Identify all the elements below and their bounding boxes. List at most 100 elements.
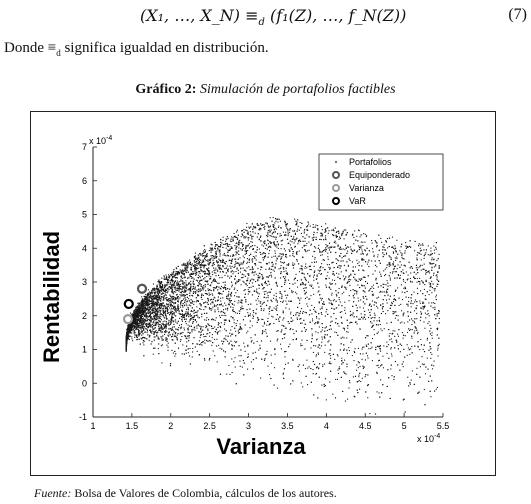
portfolio-point	[354, 348, 356, 350]
portfolio-point	[149, 293, 152, 295]
portfolio-point	[362, 307, 365, 309]
portfolio-point	[263, 308, 265, 310]
portfolio-point	[359, 236, 361, 238]
portfolio-point	[247, 244, 249, 246]
portfolio-point	[236, 341, 238, 343]
portfolio-point	[356, 259, 358, 261]
portfolio-point	[270, 229, 272, 231]
portfolio-point	[261, 318, 263, 320]
portfolio-point	[438, 310, 440, 312]
portfolio-point	[363, 297, 365, 299]
portfolio-point	[157, 291, 159, 293]
portfolio-point	[400, 310, 403, 312]
portfolio-point	[336, 231, 338, 233]
portfolio-point	[167, 342, 169, 344]
portfolio-point	[403, 272, 405, 275]
portfolio-point	[143, 320, 145, 322]
portfolio-point	[173, 323, 175, 325]
portfolio-point	[215, 267, 217, 269]
portfolio-point	[161, 302, 163, 304]
portfolio-point	[133, 328, 135, 330]
portfolio-point	[313, 251, 315, 253]
portfolio-point	[308, 298, 310, 300]
portfolio-point	[389, 285, 391, 287]
portfolio-point	[299, 221, 301, 223]
portfolio-point	[328, 249, 331, 251]
portfolio-point	[303, 276, 305, 278]
portfolio-point	[240, 248, 242, 250]
portfolio-point	[152, 326, 154, 328]
portfolio-point	[414, 278, 416, 280]
portfolio-point	[284, 333, 286, 335]
portfolio-point	[137, 332, 140, 334]
portfolio-point	[139, 305, 141, 308]
portfolio-point	[186, 313, 189, 315]
portfolio-point	[178, 290, 180, 292]
portfolio-point	[394, 311, 396, 313]
portfolio-point	[300, 267, 302, 269]
portfolio-point	[206, 273, 208, 275]
portfolio-point	[265, 255, 267, 257]
portfolio-point	[322, 267, 324, 269]
portfolio-point	[195, 279, 197, 281]
portfolio-point	[164, 293, 166, 295]
portfolio-point	[327, 232, 329, 234]
portfolio-point	[143, 311, 145, 313]
portfolio-point	[380, 304, 382, 306]
portfolio-point	[205, 260, 207, 262]
portfolio-point	[335, 262, 338, 265]
portfolio-point	[395, 259, 397, 261]
portfolio-point	[341, 311, 343, 313]
portfolio-point	[163, 286, 166, 288]
portfolio-point	[156, 294, 158, 296]
portfolio-point	[131, 338, 133, 340]
portfolio-point	[238, 312, 241, 315]
portfolio-point	[252, 271, 254, 273]
portfolio-point	[281, 244, 283, 246]
portfolio-point	[346, 366, 348, 368]
portfolio-point	[277, 243, 279, 245]
portfolio-point	[373, 334, 375, 336]
portfolio-point	[131, 336, 133, 338]
portfolio-point	[243, 236, 245, 238]
portfolio-point	[208, 275, 210, 277]
portfolio-point	[234, 366, 236, 368]
portfolio-point	[385, 240, 387, 242]
portfolio-point	[287, 235, 289, 237]
portfolio-point	[211, 301, 213, 303]
portfolio-point	[154, 347, 156, 349]
portfolio-point	[208, 340, 210, 342]
portfolio-point	[135, 334, 137, 336]
portfolio-point	[186, 338, 188, 340]
portfolio-point	[324, 385, 327, 387]
portfolio-point	[376, 320, 378, 322]
portfolio-point	[179, 285, 181, 287]
portfolio-point	[425, 279, 427, 281]
portfolio-point	[391, 355, 393, 357]
portfolio-point	[361, 251, 363, 253]
portfolio-point	[225, 304, 227, 306]
portfolio-point	[434, 306, 436, 308]
portfolio-point	[288, 279, 290, 281]
portfolio-point	[254, 256, 256, 258]
portfolio-point	[239, 242, 241, 244]
portfolio-point	[342, 327, 344, 329]
portfolio-point	[350, 274, 352, 276]
portfolio-point	[356, 364, 358, 366]
portfolio-point	[165, 294, 167, 296]
portfolio-point	[267, 236, 269, 238]
portfolio-point	[333, 279, 336, 281]
portfolio-point	[305, 245, 307, 247]
portfolio-point	[271, 300, 273, 303]
portfolio-point	[350, 341, 352, 343]
portfolio-point	[183, 327, 185, 329]
portfolio-point	[138, 324, 140, 326]
portfolio-point	[311, 237, 313, 239]
portfolio-point	[405, 242, 407, 244]
portfolio-point	[262, 245, 265, 247]
portfolio-point	[193, 303, 195, 305]
portfolio-point	[172, 296, 174, 299]
portfolio-point	[184, 267, 186, 269]
portfolio-point	[170, 300, 172, 302]
portfolio-point	[186, 305, 188, 307]
